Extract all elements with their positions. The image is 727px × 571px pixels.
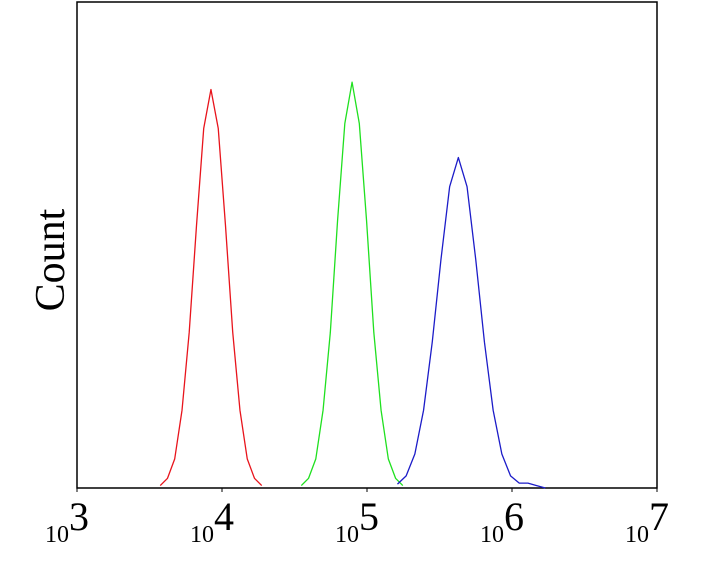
- x-tick-base: 10: [480, 522, 504, 548]
- x-tick-exponent: 6: [504, 494, 524, 539]
- histogram-line: [300, 81, 404, 487]
- x-tick-label: 103: [45, 494, 89, 548]
- histogram-line: [397, 156, 546, 489]
- x-tick-label: 107: [625, 494, 669, 548]
- histogram-line: [159, 88, 263, 487]
- x-tick-exponent: 4: [214, 494, 234, 539]
- x-tick-base: 10: [625, 522, 649, 548]
- x-tick-base: 10: [335, 522, 359, 548]
- x-tick-label: 104: [190, 494, 234, 548]
- x-tick-exponent: 5: [359, 494, 379, 539]
- x-tick-label: 105: [335, 494, 379, 548]
- y-axis-label: Count: [28, 208, 74, 311]
- x-tick-base: 10: [45, 522, 69, 548]
- x-tick-label: 106: [480, 494, 524, 548]
- x-tick-base: 10: [190, 522, 214, 548]
- x-tick-exponent: 7: [649, 494, 669, 539]
- x-tick-exponent: 3: [69, 494, 89, 539]
- plot-frame: [76, 1, 658, 489]
